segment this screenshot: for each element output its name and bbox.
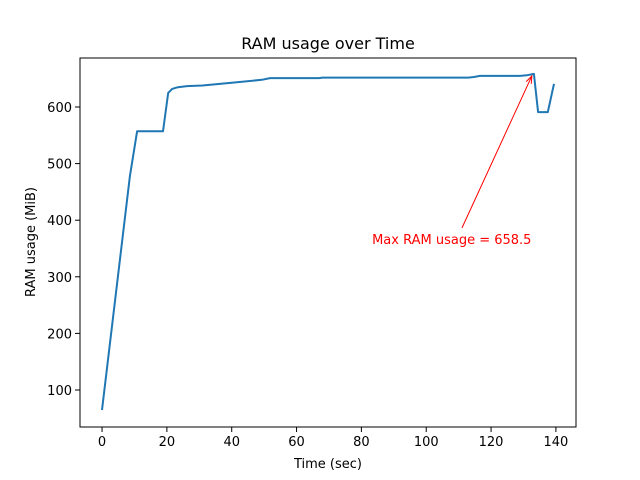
y-tick-label: 200 [47,327,72,342]
y-tick-label: 500 [47,158,72,173]
x-tick-label: 120 [479,435,504,450]
x-tick-label: 0 [98,435,106,450]
y-tick-label: 100 [47,384,72,399]
x-tick-label: 140 [543,435,568,450]
x-tick-label: 100 [414,435,439,450]
annotation-arrow [461,75,533,229]
series-line [101,72,555,411]
x-tick-label: 20 [159,435,176,450]
y-axis-label: RAM usage (MiB) [24,187,39,297]
chart-title: RAM usage over Time [241,34,415,53]
x-tick-label: 40 [223,435,240,450]
y-tick-label: 400 [47,214,72,229]
axes-frame [79,57,577,428]
x-axis-label: Time (sec) [293,457,362,472]
max-annotation-label: Max RAM usage = 658.5 [372,233,531,248]
x-tick-label: 60 [288,435,305,450]
annotation-arrowhead [525,74,533,84]
y-tick-label: 600 [47,101,72,116]
y-tick-label: 300 [47,271,72,286]
x-tick-label: 80 [353,435,370,450]
plot-area: 0 20 40 60 80 100 120 140 100 200 300 400 500 600 Max … [47,57,577,450]
